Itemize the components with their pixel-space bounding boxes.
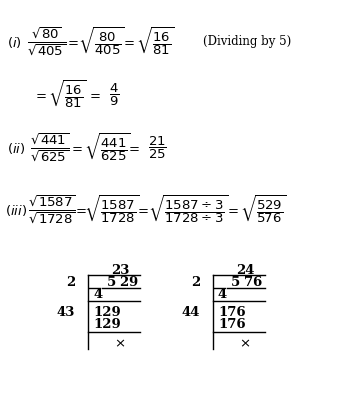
Text: 176: 176 [218, 318, 246, 332]
Text: $\mathregular{5\ 29}$: $\mathregular{5\ 29}$ [106, 275, 138, 289]
Text: $\dfrac{\sqrt{1587}}{\sqrt{1728}}$: $\dfrac{\sqrt{1587}}{\sqrt{1728}}$ [28, 194, 76, 226]
Text: 129: 129 [93, 318, 121, 332]
Text: 43: 43 [57, 306, 75, 320]
Text: $\times$: $\times$ [239, 338, 251, 350]
Text: $\mathregular{5\ 76}$: $\mathregular{5\ 76}$ [230, 275, 264, 289]
Text: $=$: $=$ [69, 142, 83, 154]
Text: $\dfrac{21}{25}$: $\dfrac{21}{25}$ [148, 135, 167, 161]
Text: $\sqrt{\dfrac{16}{81}}$: $\sqrt{\dfrac{16}{81}}$ [48, 79, 86, 111]
Text: 44: 44 [182, 306, 200, 320]
Text: $=$: $=$ [73, 203, 87, 217]
Text: $\times$: $\times$ [114, 338, 126, 350]
Text: $\dfrac{4}{9}$: $\dfrac{4}{9}$ [109, 82, 119, 108]
Text: 129: 129 [93, 306, 121, 320]
Text: $=$: $=$ [87, 89, 101, 101]
Text: 2: 2 [66, 275, 75, 288]
Text: $\sqrt{\dfrac{16}{81}}$: $\sqrt{\dfrac{16}{81}}$ [136, 26, 174, 58]
Text: $=$: $=$ [33, 89, 47, 101]
Text: 4: 4 [218, 288, 227, 300]
Text: 176: 176 [218, 306, 246, 320]
Text: 2: 2 [191, 275, 200, 288]
Text: $\sqrt{\dfrac{1587\div3}{1728\div3}}$: $\sqrt{\dfrac{1587\div3}{1728\div3}}$ [148, 194, 228, 226]
Text: $=$: $=$ [121, 36, 135, 49]
Text: 23: 23 [111, 263, 129, 277]
Text: 4: 4 [93, 288, 102, 300]
Text: $(i)$: $(i)$ [7, 34, 22, 49]
Text: $\sqrt{\dfrac{80}{405}}$: $\sqrt{\dfrac{80}{405}}$ [78, 26, 125, 58]
Text: $\sqrt{\dfrac{529}{576}}$: $\sqrt{\dfrac{529}{576}}$ [240, 194, 286, 226]
Text: $(ii)$: $(ii)$ [7, 140, 26, 156]
Text: $=$: $=$ [135, 203, 149, 217]
Text: $\sqrt{\dfrac{1587}{1728}}$: $\sqrt{\dfrac{1587}{1728}}$ [84, 194, 140, 226]
Text: $\dfrac{\sqrt{80}}{\sqrt{405}}$: $\dfrac{\sqrt{80}}{\sqrt{405}}$ [27, 26, 67, 58]
Text: 24: 24 [236, 263, 254, 277]
Text: $=$: $=$ [225, 203, 239, 217]
Text: $\sqrt{\dfrac{441}{625}}$: $\sqrt{\dfrac{441}{625}}$ [84, 132, 130, 164]
Text: $\dfrac{\sqrt{441}}{\sqrt{625}}$: $\dfrac{\sqrt{441}}{\sqrt{625}}$ [31, 132, 69, 164]
Text: $(iii)$: $(iii)$ [5, 203, 27, 217]
Text: $=$: $=$ [65, 36, 79, 49]
Text: (Dividing by 5): (Dividing by 5) [203, 36, 291, 49]
Text: $=$: $=$ [126, 142, 140, 154]
